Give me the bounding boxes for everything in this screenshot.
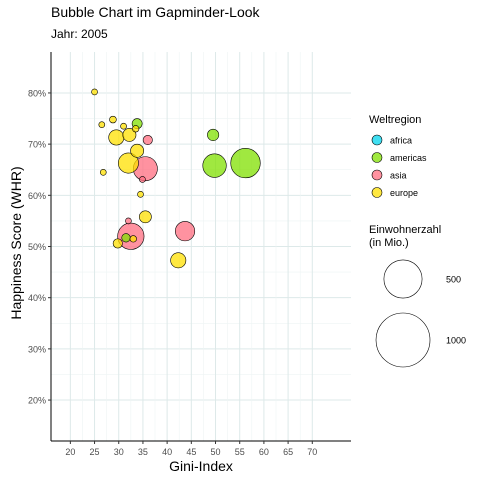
legend-label-americas: americas [390, 153, 427, 163]
bubble-europe [98, 121, 106, 128]
bubble-europe [130, 143, 145, 158]
bubble-europe [91, 88, 98, 96]
bubble-europe [170, 252, 187, 269]
bubble-europe [112, 238, 123, 249]
color-legend-title: Weltregion [369, 114, 422, 126]
x-tick-label: 30 [114, 447, 124, 457]
legend-key-americas [371, 152, 383, 163]
legend-label-europe: europe [390, 188, 418, 198]
bubble-asia [139, 176, 146, 183]
x-tick-label: 50 [211, 447, 221, 457]
size-legend-title: Einwohnerzahl (in Mio.) [369, 224, 442, 249]
bubble-asia [174, 221, 196, 242]
x-axis-label: Gini-Index [169, 458, 233, 474]
y-tick-label: 20% [28, 396, 46, 406]
bubble-europe [139, 210, 152, 224]
size-legend-label-1000: 1000 [446, 336, 466, 346]
bubble-europe [122, 128, 137, 142]
bubble-americas [230, 147, 261, 179]
bubble-europe [108, 129, 125, 146]
axis-ticks: 20% 30% 40% 50% 60% 70% 80% 20 25 30 35 40 45 50 55 60 6… [28, 88, 317, 457]
bubble-americas [202, 153, 227, 178]
y-tick-label: 60% [28, 191, 46, 201]
bubble-europe [129, 235, 137, 243]
x-tick-label: 70 [307, 447, 317, 457]
x-tick-label: 55 [235, 447, 245, 457]
y-tick-label: 50% [28, 242, 46, 252]
x-tick-label: 40 [162, 447, 172, 457]
bubble-europe [109, 115, 117, 124]
y-tick-label: 40% [28, 293, 46, 303]
size-legend-circle-1000 [375, 312, 431, 368]
bubble-europe [132, 125, 140, 133]
bubble-europe [118, 152, 139, 174]
x-tick-label: 20 [65, 447, 75, 457]
y-tick-label: 70% [28, 140, 46, 150]
legend: africa americas asia europe 500 1000 [371, 134, 466, 368]
bubble-europe [120, 122, 127, 130]
size-legend-label-500: 500 [446, 275, 461, 285]
chart-subtitle: Jahr: 2005 [51, 27, 108, 41]
x-tick-label: 25 [90, 447, 100, 457]
y-tick-label: 80% [28, 88, 46, 98]
x-tick-label: 35 [138, 447, 148, 457]
bubbles [91, 88, 261, 269]
y-axis-label: Happiness Score (WHR) [8, 166, 24, 320]
bubble-europe [137, 190, 144, 198]
bubble-europe [99, 168, 107, 176]
size-legend-circle-500 [383, 259, 423, 299]
legend-label-asia: asia [390, 171, 407, 181]
legend-key-europe [371, 187, 383, 198]
legend-key-asia [371, 169, 383, 181]
x-tick-label: 65 [283, 447, 293, 457]
y-tick-label: 30% [28, 344, 46, 354]
legend-label-africa: africa [390, 136, 412, 146]
bubble-asia [125, 217, 132, 225]
bubble-americas [121, 233, 131, 243]
bubble-asia [142, 135, 153, 146]
legend-key-africa [371, 134, 383, 146]
bubble-americas [207, 128, 220, 141]
x-tick-label: 45 [186, 447, 196, 457]
x-tick-label: 60 [259, 447, 269, 457]
grid-lines [51, 52, 351, 441]
chart-title: Bubble Chart im Gapminder-Look [51, 4, 260, 20]
